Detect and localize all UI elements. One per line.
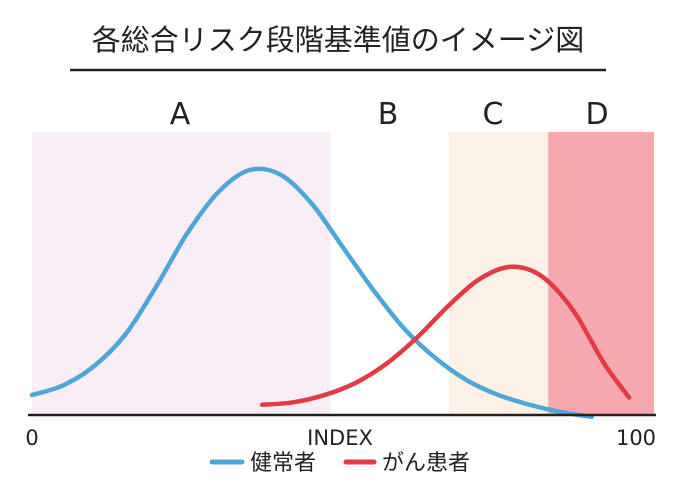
legend-label-cancer: がん患者 — [382, 451, 470, 476]
series-line-healthy — [29, 166, 595, 420]
zone-band-a — [32, 132, 331, 414]
zone-label-b: B — [378, 97, 399, 132]
zone-labels-layer: A B C D — [170, 97, 609, 132]
zones-layer — [32, 132, 654, 414]
x-axis-label: INDEX — [307, 426, 373, 450]
legend: 健常者 がん患者 — [209, 451, 470, 476]
series-line-cancer — [259, 264, 632, 407]
zone-label-c: C — [483, 97, 504, 132]
series-layer — [29, 166, 632, 420]
x-tick-label-max: 100 — [616, 426, 656, 450]
chart-title: 各総合リスク段階基準値のイメージ図 — [92, 23, 584, 57]
legend-label-healthy: 健常者 — [250, 451, 316, 476]
zone-band-d — [548, 132, 654, 414]
zone-band-b — [330, 132, 449, 414]
x-tick-label-min: 0 — [25, 426, 38, 450]
zone-label-a: A — [170, 97, 191, 132]
zone-label-d: D — [585, 97, 608, 132]
